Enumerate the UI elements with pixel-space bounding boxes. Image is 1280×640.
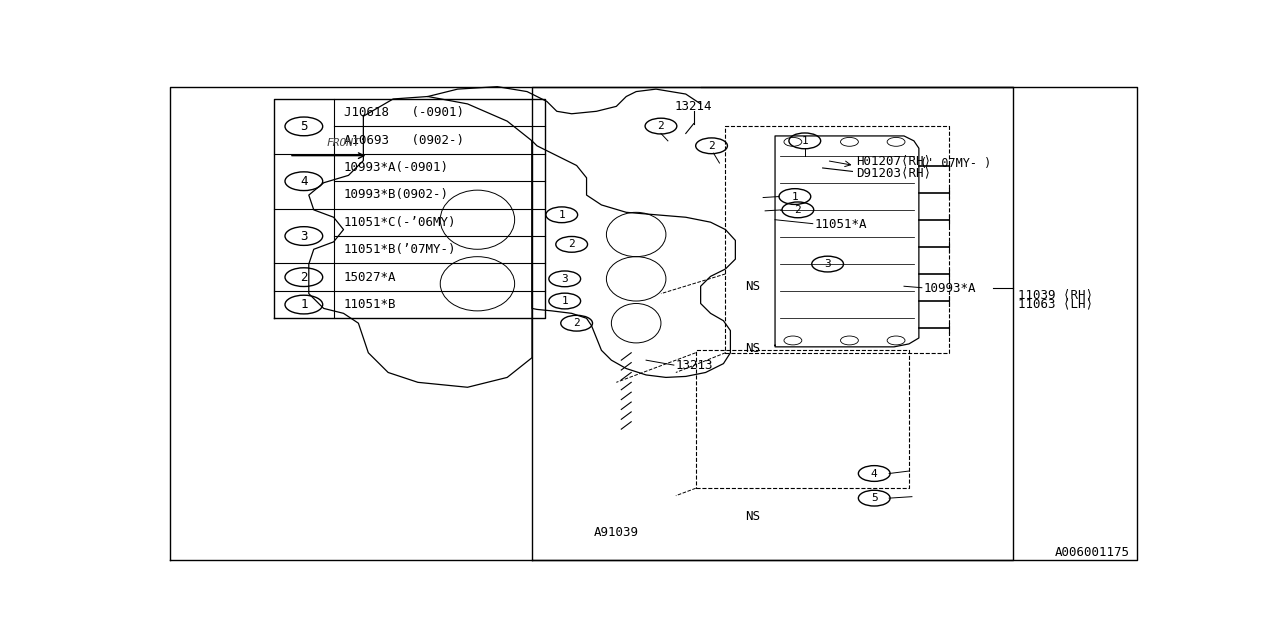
- Text: 10993*B(0902-): 10993*B(0902-): [343, 188, 448, 202]
- Text: 1: 1: [801, 136, 808, 146]
- Text: A006001175: A006001175: [1055, 546, 1130, 559]
- Text: 10993*A(-0901): 10993*A(-0901): [343, 161, 448, 174]
- Text: 1: 1: [791, 191, 799, 202]
- Text: NS: NS: [745, 280, 760, 292]
- Text: 3: 3: [300, 230, 307, 243]
- Text: 11039 ⟨RH⟩: 11039 ⟨RH⟩: [1018, 288, 1093, 301]
- Text: D91203⟨RH⟩: D91203⟨RH⟩: [856, 166, 932, 179]
- Text: NS: NS: [745, 510, 760, 523]
- Text: 2: 2: [795, 205, 801, 215]
- Text: 13214: 13214: [675, 100, 713, 113]
- Text: 5: 5: [300, 120, 307, 133]
- Text: A10693   (0902-): A10693 (0902-): [343, 134, 463, 147]
- Text: A91039: A91039: [594, 526, 639, 539]
- Text: NS: NS: [745, 342, 760, 355]
- Text: FRONT: FRONT: [326, 138, 361, 148]
- Text: H01207⟨RH⟩: H01207⟨RH⟩: [856, 154, 932, 167]
- Text: 2: 2: [658, 121, 664, 131]
- Text: 2: 2: [300, 271, 307, 284]
- Text: 3: 3: [824, 259, 831, 269]
- Text: 2: 2: [708, 141, 716, 151]
- Text: 10993*A: 10993*A: [924, 282, 977, 295]
- Text: 15027*A: 15027*A: [343, 271, 396, 284]
- Text: 11051*B: 11051*B: [343, 298, 396, 311]
- Text: 11063 ⟨LH⟩: 11063 ⟨LH⟩: [1018, 297, 1093, 310]
- Text: 4: 4: [870, 468, 878, 479]
- Text: J10618   (-0901): J10618 (-0901): [343, 106, 463, 119]
- Text: 13213: 13213: [676, 358, 713, 372]
- Text: (' 07MY- ): (' 07MY- ): [920, 157, 991, 170]
- Text: 1: 1: [300, 298, 307, 311]
- Text: 2: 2: [573, 318, 580, 328]
- Text: 1: 1: [558, 210, 566, 220]
- Text: 4: 4: [300, 175, 307, 188]
- Text: 5: 5: [870, 493, 878, 503]
- Text: 11051*A: 11051*A: [815, 218, 868, 231]
- Text: 11051*C(-’06MY): 11051*C(-’06MY): [343, 216, 456, 229]
- Text: 11051*B(’07MY-): 11051*B(’07MY-): [343, 243, 456, 256]
- Text: 1: 1: [562, 296, 568, 306]
- Text: 3: 3: [562, 274, 568, 284]
- Text: 2: 2: [568, 239, 575, 250]
